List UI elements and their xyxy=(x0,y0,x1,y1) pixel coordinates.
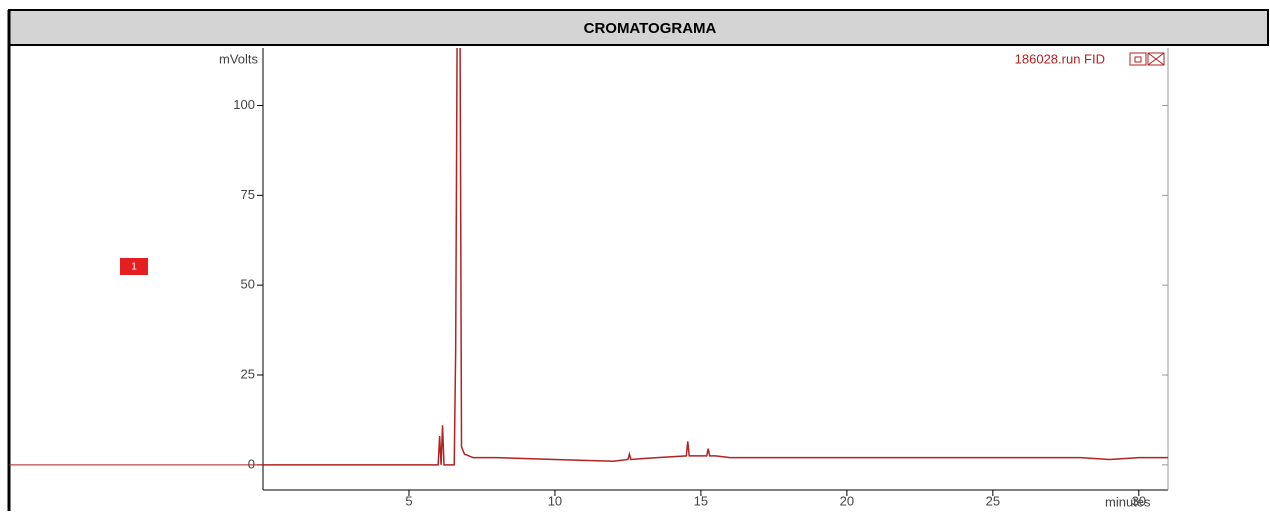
y-tick-label: 100 xyxy=(233,97,255,112)
x-tick-label: 20 xyxy=(840,493,854,508)
legend-entry: 186028.run FID xyxy=(1015,51,1105,66)
x-tick-label: 10 xyxy=(548,493,562,508)
window-icons xyxy=(1129,52,1165,66)
y-tick-label: 75 xyxy=(241,187,255,202)
x-tick-label: 15 xyxy=(694,493,708,508)
x-tick-label: 30 xyxy=(1132,493,1146,508)
y-axis-label: mVolts xyxy=(219,51,259,66)
x-axis-label: minutes xyxy=(1105,494,1151,509)
x-tick-label: 5 xyxy=(405,493,412,508)
chart-title: CROMATOGRAMA xyxy=(584,20,717,37)
marker-label: 1 xyxy=(131,262,137,273)
y-tick-label: 0 xyxy=(248,456,255,471)
x-tick-label: 25 xyxy=(986,493,1000,508)
series-line xyxy=(263,48,1168,466)
y-tick-label: 25 xyxy=(241,366,255,381)
y-tick-label: 50 xyxy=(241,277,255,292)
marker-box xyxy=(120,258,148,275)
